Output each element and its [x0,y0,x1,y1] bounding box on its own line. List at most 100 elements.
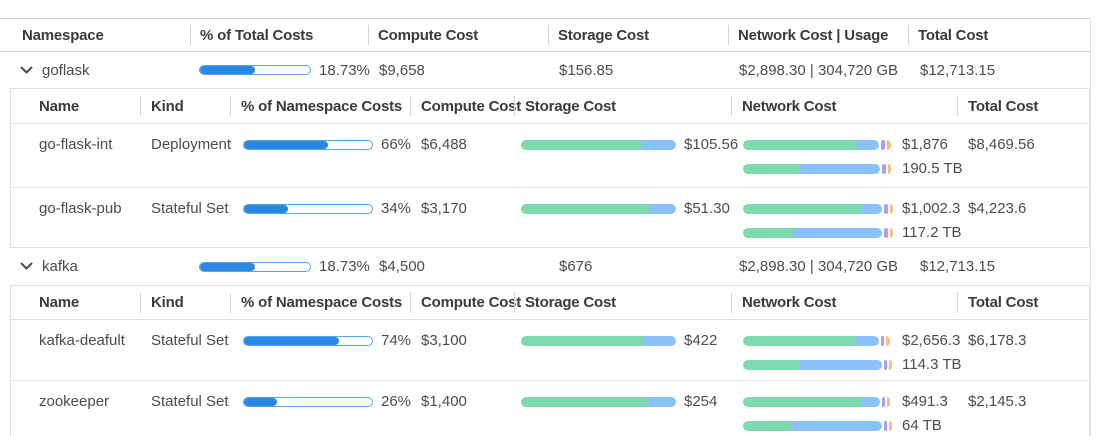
namespace-name-cell: kafka [0,258,190,275]
namespace-row-kafka[interactable]: kafka 18.73% $4,500 $676 $2,898.30 | 304… [0,248,1090,285]
storage-cost-value: $422 [684,332,718,349]
network-cost-cell: $1,876 190.5 TB [732,133,963,187]
pct-total-bar [199,65,311,75]
network-cost-bar [743,336,894,346]
total-cost-cell: $12,713.15 [920,258,996,275]
network-usage-value: 117.2 TB [902,224,962,241]
col-header-kind: Kind [141,98,231,115]
pct-namespace-value: 26% [381,393,412,410]
col-header-compute-cost: Compute Cost [368,27,548,44]
network-usage-line: 114.3 TB [743,353,962,377]
storage-cost-cell: $422 [515,329,732,353]
pct-namespace-bar [243,397,373,407]
col-header-network-cost: Network Cost [732,98,958,115]
col-header-pct-total-costs: % of Total Costs [190,27,368,44]
storage-cost-cell: $156.85 [559,61,614,79]
total-cost-cell: $2,145.3 [968,393,1027,410]
network-cost-line: $2,656.3 [743,329,961,353]
workload-name: kafka-deafult [39,332,125,349]
storage-cost-value: $51.30 [684,200,730,217]
network-usage-bar [743,360,894,370]
storage-cost-bar [521,336,676,346]
network-cost-value: $2,656.3 [902,332,961,349]
total-cost-cell: $12,713.15 [920,61,996,79]
col-header-name: Name [39,294,80,311]
pct-namespace-bar [243,140,373,150]
workload-row-go-flask-pub[interactable]: go-flask-pub Stateful Set 34% $3,170 $51… [11,187,1089,247]
namespace-row-goflask[interactable]: goflask 18.73% $9,658 $156.85 $2,898.30 … [0,52,1090,88]
workload-kind: Deployment [151,136,232,153]
compute-cost-cell: $9,658 [379,61,425,79]
pct-namespace-cell: 66% [231,133,411,157]
inner-table-header: Name Kind % of Namespace Costs Compute C… [11,286,1089,320]
compute-cost-cell: $3,100 [421,332,467,349]
workload-row-kafka-deafult[interactable]: kafka-deafult Stateful Set 74% $3,100 $4… [11,320,1089,380]
workload-table-kafka: Name Kind % of Namespace Costs Compute C… [10,285,1090,436]
col-header-storage-cost: Storage Cost [515,294,732,311]
pct-namespace-value: 66% [381,136,412,153]
pct-namespace-bar [243,204,373,214]
col-header-pct-namespace-costs: % of Namespace Costs [231,98,411,115]
pct-total-value: 18.73% [319,258,370,275]
network-cost-value: $491.3 [902,393,948,410]
pct-total-bar [199,261,311,272]
workload-row-go-flask-int[interactable]: go-flask-int Deployment 66% $6,488 $105.… [11,124,1089,187]
workload-name: go-flask-pub [39,200,122,217]
col-header-name: Name [39,97,80,115]
network-usage-value: 114.3 TB [902,356,962,373]
storage-cost-cell: $676 [559,258,593,275]
compute-cost-cell: $6,488 [421,136,467,153]
network-cost-value: $1,876 [902,136,948,153]
col-header-pct-namespace-costs: % of Namespace Costs [231,294,411,311]
pct-namespace-value: 74% [381,332,412,349]
storage-cost-cell: $105.56 [515,133,738,157]
workload-kind: Stateful Set [151,200,229,217]
workload-row-zookeeper[interactable]: zookeeper Stateful Set 26% $1,400 $254 [11,380,1089,436]
network-cost-usage-cell: $2,898.30 | 304,720 GB [739,61,899,79]
pct-total-cell: 18.73% [190,58,370,82]
network-cost-line: $1,876 [743,133,958,157]
network-cost-cell: $1,002.3 117.2 TB [732,197,962,247]
network-usage-value: 64 TB [902,417,942,434]
network-usage-line: 117.2 TB [743,221,962,245]
network-cost-bar [743,397,894,407]
network-usage-bar [743,228,894,238]
workload-name: zookeeper [39,393,110,410]
workload-name: go-flask-int [39,136,113,153]
pct-namespace-value: 34% [381,200,412,217]
storage-cost-bar [521,140,676,150]
col-header-total-cost: Total Cost [908,27,1090,44]
col-header-total-cost: Total Cost [958,98,1091,115]
network-usage-bar [743,421,894,431]
storage-cost-cell: $254 [515,390,732,414]
network-usage-bar [743,164,894,174]
network-cost-line: $491.3 [743,390,958,414]
compute-cost-cell: $1,400 [421,393,467,410]
network-usage-value: 190.5 TB [902,160,963,177]
compute-cost-cell: $3,170 [421,200,467,217]
network-cost-value: $1,002.3 [902,200,961,217]
total-cost-cell: $6,178.3 [968,332,1027,349]
pct-namespace-cell: 74% [231,329,411,353]
storage-cost-bar [521,397,676,407]
namespace-cost-table: Namespace % of Total Costs Compute Cost … [0,18,1091,436]
outer-table-header: Namespace % of Total Costs Compute Cost … [0,18,1090,52]
network-usage-line: 64 TB [743,414,958,436]
storage-cost-bar [521,204,676,214]
chevron-down-icon[interactable] [20,262,33,271]
col-header-namespace: Namespace [22,26,104,44]
col-header-storage-cost: Storage Cost [515,98,732,115]
col-header-network-cost: Network Cost [732,294,958,311]
workload-kind: Stateful Set [151,332,229,349]
storage-cost-value: $254 [684,393,718,410]
network-cost-line: $1,002.3 [743,197,961,221]
network-cost-usage-cell: $2,898.30 | 304,720 GB [739,258,899,275]
col-header-compute-cost: Compute Cost [411,98,521,115]
chevron-down-icon[interactable] [20,66,33,75]
pct-namespace-bar [243,336,373,346]
namespace-name: kafka [42,258,78,275]
network-cost-bar [743,140,894,150]
network-usage-line: 190.5 TB [743,157,963,181]
network-cost-cell: $491.3 64 TB [732,390,958,436]
network-cost-bar [743,204,894,214]
